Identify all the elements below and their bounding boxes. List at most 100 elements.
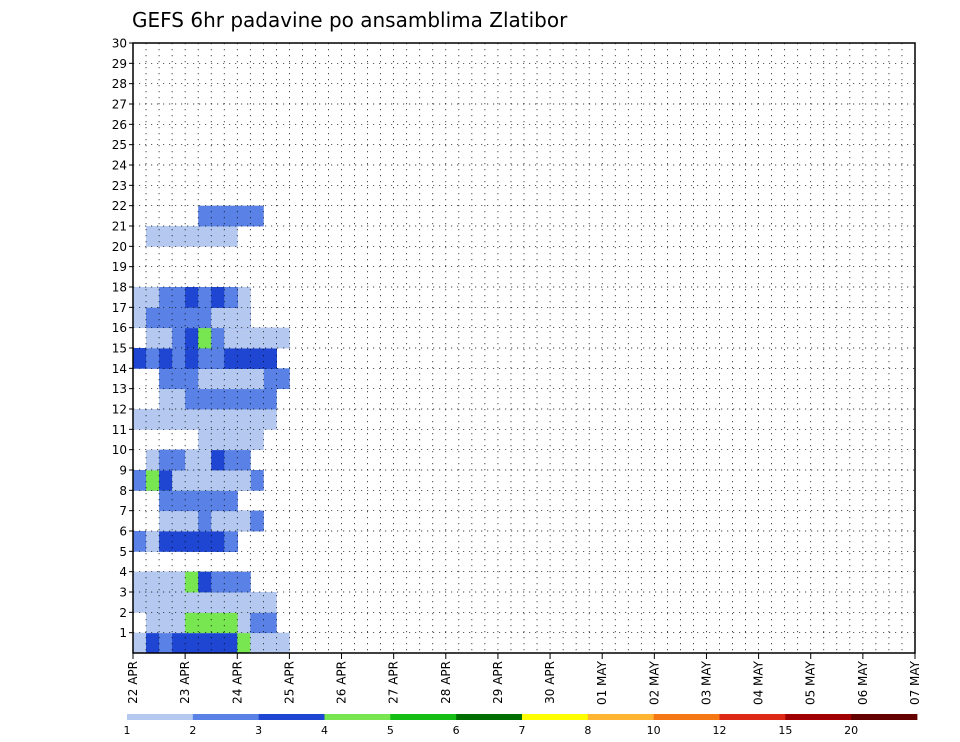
heatmap-cell [146, 449, 160, 471]
heatmap-cell [237, 368, 251, 390]
y-tick-label: 18 [112, 281, 127, 295]
heatmap-cell [250, 632, 264, 654]
y-tick-label: 25 [112, 138, 127, 152]
colorbar-segment [390, 714, 457, 720]
heatmap-cell [172, 368, 186, 390]
x-tick-label: 23 APR [178, 661, 192, 704]
chart-title: GEFS 6hr padavine po ansamblima Zlatibor [132, 8, 568, 32]
heatmap-cell [198, 205, 212, 227]
colorbar-segment [851, 714, 918, 720]
x-tick-label: 02 MAY [647, 660, 661, 705]
y-tick-label: 15 [112, 342, 127, 356]
heatmap-cell [211, 205, 225, 227]
heatmap-cell [263, 409, 277, 430]
x-axis-labels: 22 APR 23 APR 24 APR 25 APR 26 APR 27 APR 28 A… [126, 653, 922, 705]
heatmap-cell [263, 592, 277, 613]
y-tick-label: 8 [119, 484, 127, 498]
heatmap-cell [133, 409, 147, 430]
heatmap-cell [185, 470, 199, 491]
heatmap-cell [172, 510, 186, 532]
heatmap-cell [198, 490, 212, 512]
heatmap-cell [237, 470, 251, 491]
colorbar-segment [785, 714, 852, 720]
heatmap-cell [224, 226, 238, 247]
heatmap-cell [159, 368, 173, 390]
grid-lines [133, 43, 915, 653]
heatmap-cell [224, 287, 238, 308]
heatmap-cell [172, 592, 186, 613]
y-tick-label: 24 [112, 159, 127, 173]
heatmap-cell [185, 510, 199, 532]
heatmap-cell [198, 632, 212, 654]
heatmap-cell [185, 388, 199, 410]
y-tick-label: 6 [119, 525, 127, 539]
heatmap-cell [159, 327, 173, 349]
colorbar-segment [456, 714, 523, 720]
y-tick-label: 3 [119, 586, 127, 600]
heatmap-cell [263, 632, 277, 654]
y-tick-label: 2 [119, 606, 127, 620]
heatmap-cell [224, 409, 238, 430]
heatmap-cell [172, 612, 186, 634]
heatmap-cell [185, 327, 199, 349]
colorbar-label: 2 [189, 724, 196, 737]
heatmap-cell [172, 388, 186, 410]
y-tick-label: 21 [112, 220, 127, 234]
heatmap-cell [237, 429, 251, 451]
heatmap-cell [237, 449, 251, 471]
colorbar-segment [258, 714, 325, 720]
heatmap-cell [159, 388, 173, 410]
colorbar-segment [127, 714, 194, 720]
heatmap-cell [185, 287, 199, 308]
heatmap-cell [211, 632, 225, 654]
colorbar-segment [192, 714, 260, 720]
y-tick-label: 7 [119, 504, 127, 518]
y-tick-label: 16 [112, 321, 127, 335]
y-tick-label: 5 [119, 545, 127, 559]
y-tick-label: 22 [112, 199, 127, 213]
heatmap-cell [133, 470, 147, 491]
heatmap-cell [224, 368, 238, 390]
y-tick-label: 27 [112, 98, 127, 112]
heatmap-cell [185, 612, 199, 634]
x-tick-label: 05 MAY [804, 660, 818, 705]
heatmap-cell [211, 226, 225, 247]
y-tick-label: 10 [112, 443, 127, 457]
colorbar-segment [653, 714, 720, 720]
colorbar-segment [587, 714, 655, 720]
heatmap-cell [263, 348, 277, 369]
heatmap-cell [224, 510, 238, 532]
heatmap-cell [146, 632, 160, 654]
heatmap-cell [211, 531, 225, 552]
heatmap-cell [146, 571, 160, 593]
y-tick-label: 12 [112, 403, 127, 417]
heatmap-cell [276, 632, 290, 654]
colorbar: 1 2 3 4 5 6 7 8 10 12 15 20 [124, 714, 918, 737]
heatmap-cell [159, 592, 173, 613]
heatmap-cell [133, 287, 147, 308]
heatmap-cell [224, 632, 238, 654]
heatmap-cell [198, 429, 212, 451]
heatmap-cell [172, 470, 186, 491]
heatmap-cell [224, 612, 238, 634]
heatmap-cell [146, 612, 160, 634]
heatmap-cell [198, 612, 212, 634]
heatmap-cell [250, 388, 264, 410]
heatmap-cell [211, 449, 225, 471]
x-tick-label: 03 MAY [699, 660, 713, 705]
y-tick-label: 29 [112, 57, 127, 71]
heatmap-cell [198, 348, 212, 369]
heatmap-cell [198, 449, 212, 471]
heatmap-cell [250, 592, 264, 613]
heatmap-cell [198, 287, 212, 308]
heatmap-cell [185, 348, 199, 369]
heatmap-cell [224, 327, 238, 349]
heatmap-cell [172, 571, 186, 593]
heatmap-cell [211, 490, 225, 512]
heatmap-cell [237, 348, 251, 369]
heatmap-cell [276, 368, 290, 390]
heatmap-cell [250, 429, 264, 451]
heatmap-cell [250, 612, 264, 634]
heatmap-cell [211, 612, 225, 634]
colorbar-label: 12 [713, 724, 727, 737]
